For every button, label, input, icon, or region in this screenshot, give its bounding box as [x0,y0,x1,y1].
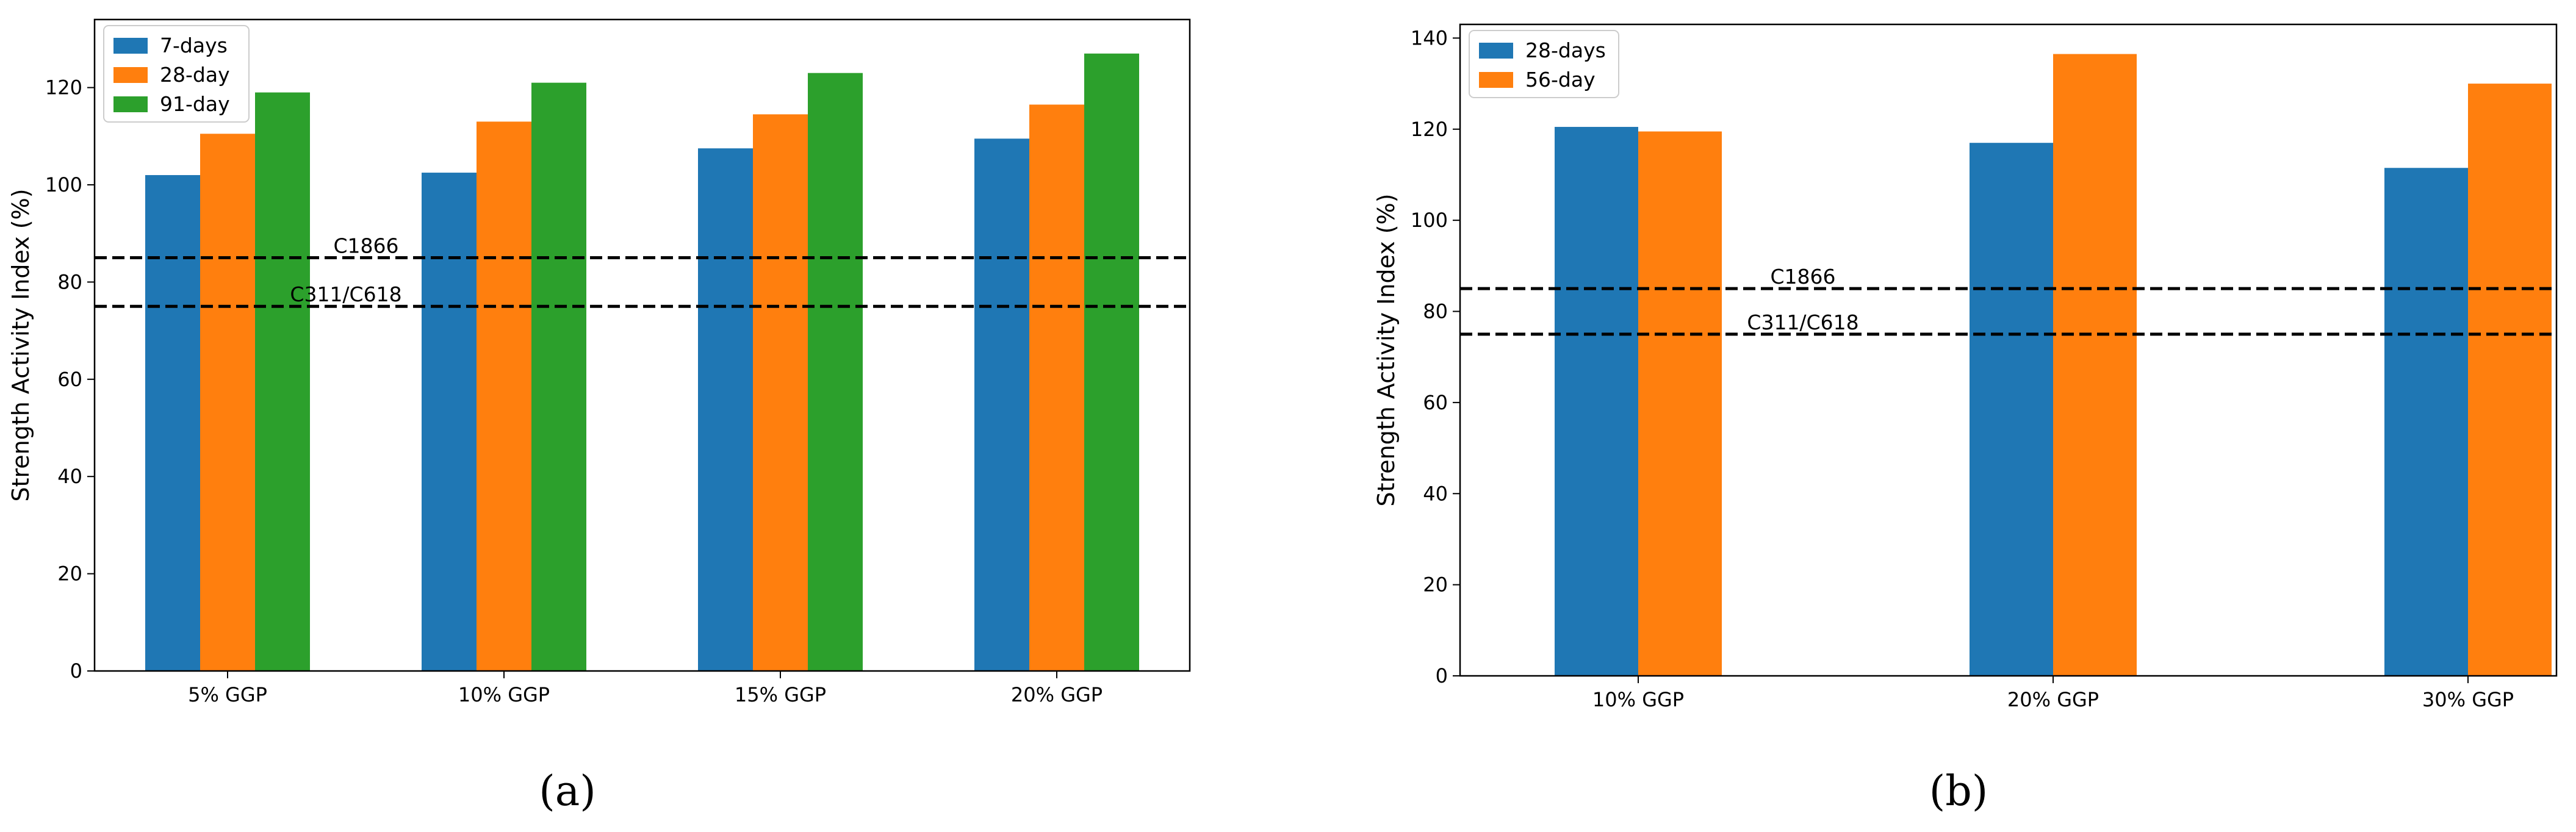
y-tick-label: 40 [1423,482,1448,505]
panel-label: (a) [539,767,596,816]
chart-panel-a: 5% GGP 10% GGP 15% GGP 20% GGP 0 20 40 60 80 100 1… [7,18,1191,816]
y-tick-label: 20 [1423,573,1448,597]
bar-7-days-5-ggp [145,175,200,671]
legend-swatch [113,96,148,112]
y-tick-label: 80 [1423,300,1448,323]
bar-28-day-15-ggp [753,114,808,671]
y-tick-label: 60 [1423,391,1448,414]
axes-frame [93,18,1191,672]
legend-swatch [113,67,148,83]
x-tick-label: 30% GGP [2422,688,2514,711]
y-tick-label: 100 [1411,209,1448,232]
y-tick-label: 20 [57,562,82,586]
y-axis-title: Strength Activity Index (%) [7,188,34,501]
chart-panel-b: 10% GGP 20% GGP 30% GGP 0 20 40 60 80 100 120 140 C… [1373,23,2558,816]
y-tick-label: 0 [70,659,82,683]
y-tick-label: 40 [57,465,82,488]
legend-swatch [113,38,148,54]
bar-7-days-20-ggp [974,138,1029,671]
reference-line-label: C1866 [333,234,398,258]
bar-56-day-10-ggp [1638,131,1722,676]
axes-frame [1459,23,2558,677]
bar-56-day-30-ggp [2468,84,2552,676]
legend-swatch [1479,72,1513,88]
bar-28-days-10-ggp [1555,127,1638,676]
bar-28-day-5-ggp [200,134,255,671]
bar-28-days-20-ggp [1970,143,2053,676]
bar-91-day-10-ggp [531,82,586,671]
bar-91-day-5-ggp [255,92,310,671]
x-tick-label: 10% GGP [1592,688,1684,711]
legend: 7-days 28-day 91-day [103,25,250,123]
reference-line-label: C311/C618 [1747,310,1858,334]
x-tick-label: 15% GGP [735,683,826,706]
legend-swatch [1479,43,1513,59]
y-tick-label: 100 [45,173,82,196]
legend-entry-label: 91-day [160,92,230,116]
bar-7-days-10-ggp [422,173,477,671]
legend: 28-days 56-day [1469,30,1619,98]
reference-line-label: C311/C618 [290,282,401,306]
y-tick-label: 60 [57,368,82,391]
bar-56-day-20-ggp [2053,54,2137,676]
panel-label: (b) [1929,767,1988,816]
bar-7-days-15-ggp [698,148,753,671]
y-tick-label: 120 [45,76,82,99]
x-tick-label: 10% GGP [458,683,550,706]
reference-line-label: C1866 [1770,265,1835,289]
y-axis-title: Strength Activity Index (%) [1373,193,1400,506]
bar-28-day-10-ggp [477,121,531,671]
y-tick-label: 140 [1411,26,1448,49]
legend-entry-label: 56-day [1525,68,1596,91]
bar-91-day-15-ggp [808,73,863,672]
x-tick-label: 20% GGP [1011,683,1103,706]
bar-91-day-20-ggp [1084,53,1139,672]
y-tick-label: 80 [57,270,82,293]
x-tick-label: 5% GGP [188,683,267,706]
y-tick-label: 0 [1436,664,1448,687]
legend-entry-label: 28-day [160,63,230,87]
bar-28-day-20-ggp [1029,104,1084,672]
legend-entry-label: 28-days [1525,38,1606,62]
legend-entry-label: 7-days [160,34,228,57]
bar-28-days-30-ggp [2384,168,2468,676]
y-tick-label: 120 [1411,118,1448,141]
x-tick-label: 20% GGP [2007,688,2099,711]
